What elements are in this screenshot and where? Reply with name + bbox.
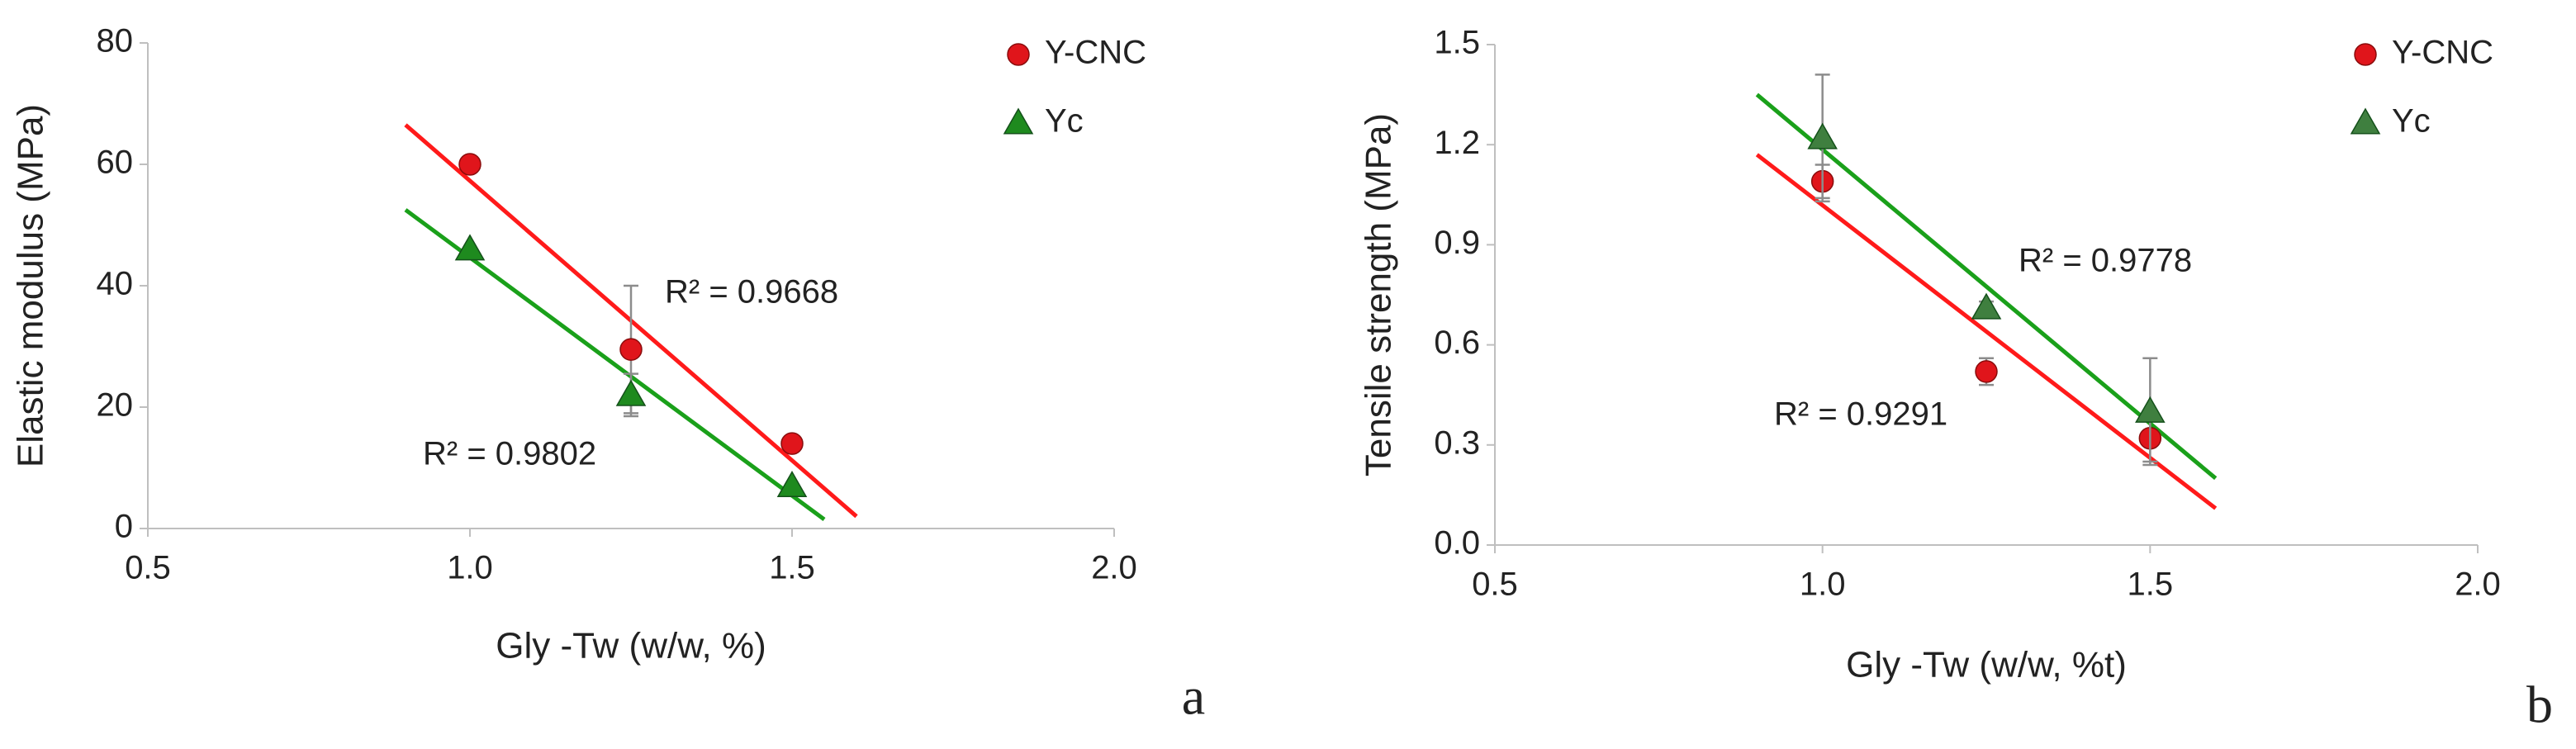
y-tick-label: 80 — [97, 23, 134, 59]
x-axis-title: Gly -Tw (w/w, %t) — [1846, 645, 2127, 685]
chart: 0.0 0.3 0.6 0.9 1.2 1.5 0.5 1.0 1.5 2.0 Gly -Tw (w… — [1359, 25, 2553, 734]
legend-marker — [1003, 107, 1034, 135]
y-axis-title: Tensile strength (MPa) — [1359, 113, 1399, 476]
marker-triangle — [1971, 292, 2002, 320]
x-tick-label: 1.0 — [447, 550, 493, 586]
y-tick-label: 1.5 — [1434, 25, 1480, 61]
y-tick-label: 1.2 — [1434, 125, 1480, 161]
panel-label: a — [1182, 667, 1205, 726]
marker-triangle — [1807, 122, 1838, 149]
marker-circle — [1975, 360, 1998, 383]
y-axis-title: Elastic modulus (MPa) — [11, 104, 51, 467]
annotation: R² = 0.9668 — [665, 274, 838, 311]
y-tick-label: 60 — [97, 145, 134, 181]
legend-label: Yc — [1045, 103, 1084, 140]
trendline — [404, 208, 826, 521]
marker-circle — [458, 153, 482, 176]
marker-triangle — [776, 471, 808, 498]
legend-marker — [2354, 43, 2377, 66]
y-tick-label: 0.0 — [1434, 525, 1480, 562]
y-tick-label: 0.6 — [1434, 325, 1480, 361]
legend-marker — [2350, 107, 2381, 135]
marker-triangle — [615, 379, 647, 406]
chart: 0 20 40 60 80 0.5 1.0 1.5 2.0 Gly -Tw (w/w, %) Ela… — [11, 23, 1206, 726]
y-tick-label: 40 — [97, 266, 134, 302]
x-tick-label: 1.5 — [769, 550, 815, 586]
annotation: R² = 0.9802 — [423, 436, 596, 472]
x-tick-label: 1.5 — [2128, 566, 2174, 603]
y-tick-label: 0 — [115, 509, 133, 545]
x-tick-label: 1.0 — [1800, 566, 1846, 603]
x-tick-label: 0.5 — [1472, 566, 1518, 603]
x-tick-label: 0.5 — [125, 550, 171, 586]
legend-label: Y-CNC — [2392, 35, 2493, 71]
x-axis-title: Gly -Tw (w/w, %) — [496, 626, 766, 666]
marker-circle — [780, 432, 804, 455]
annotation: R² = 0.9291 — [1774, 396, 1947, 433]
y-tick-label: 20 — [97, 387, 134, 424]
trendline — [1755, 92, 2218, 481]
marker-triangle — [2135, 396, 2166, 423]
marker-triangle — [454, 234, 486, 261]
x-tick-label: 2.0 — [2455, 566, 2501, 603]
trendline — [1755, 153, 2218, 510]
y-tick-label: 0.3 — [1434, 424, 1480, 461]
x-tick-label: 2.0 — [1091, 550, 1137, 586]
marker-circle — [619, 338, 643, 361]
panel-label: b — [2526, 676, 2553, 734]
legend-label: Yc — [2392, 103, 2431, 140]
legend-label: Y-CNC — [1045, 35, 1146, 71]
legend-marker — [1007, 43, 1030, 66]
y-tick-label: 0.9 — [1434, 225, 1480, 261]
annotation: R² = 0.9778 — [2019, 243, 2192, 279]
